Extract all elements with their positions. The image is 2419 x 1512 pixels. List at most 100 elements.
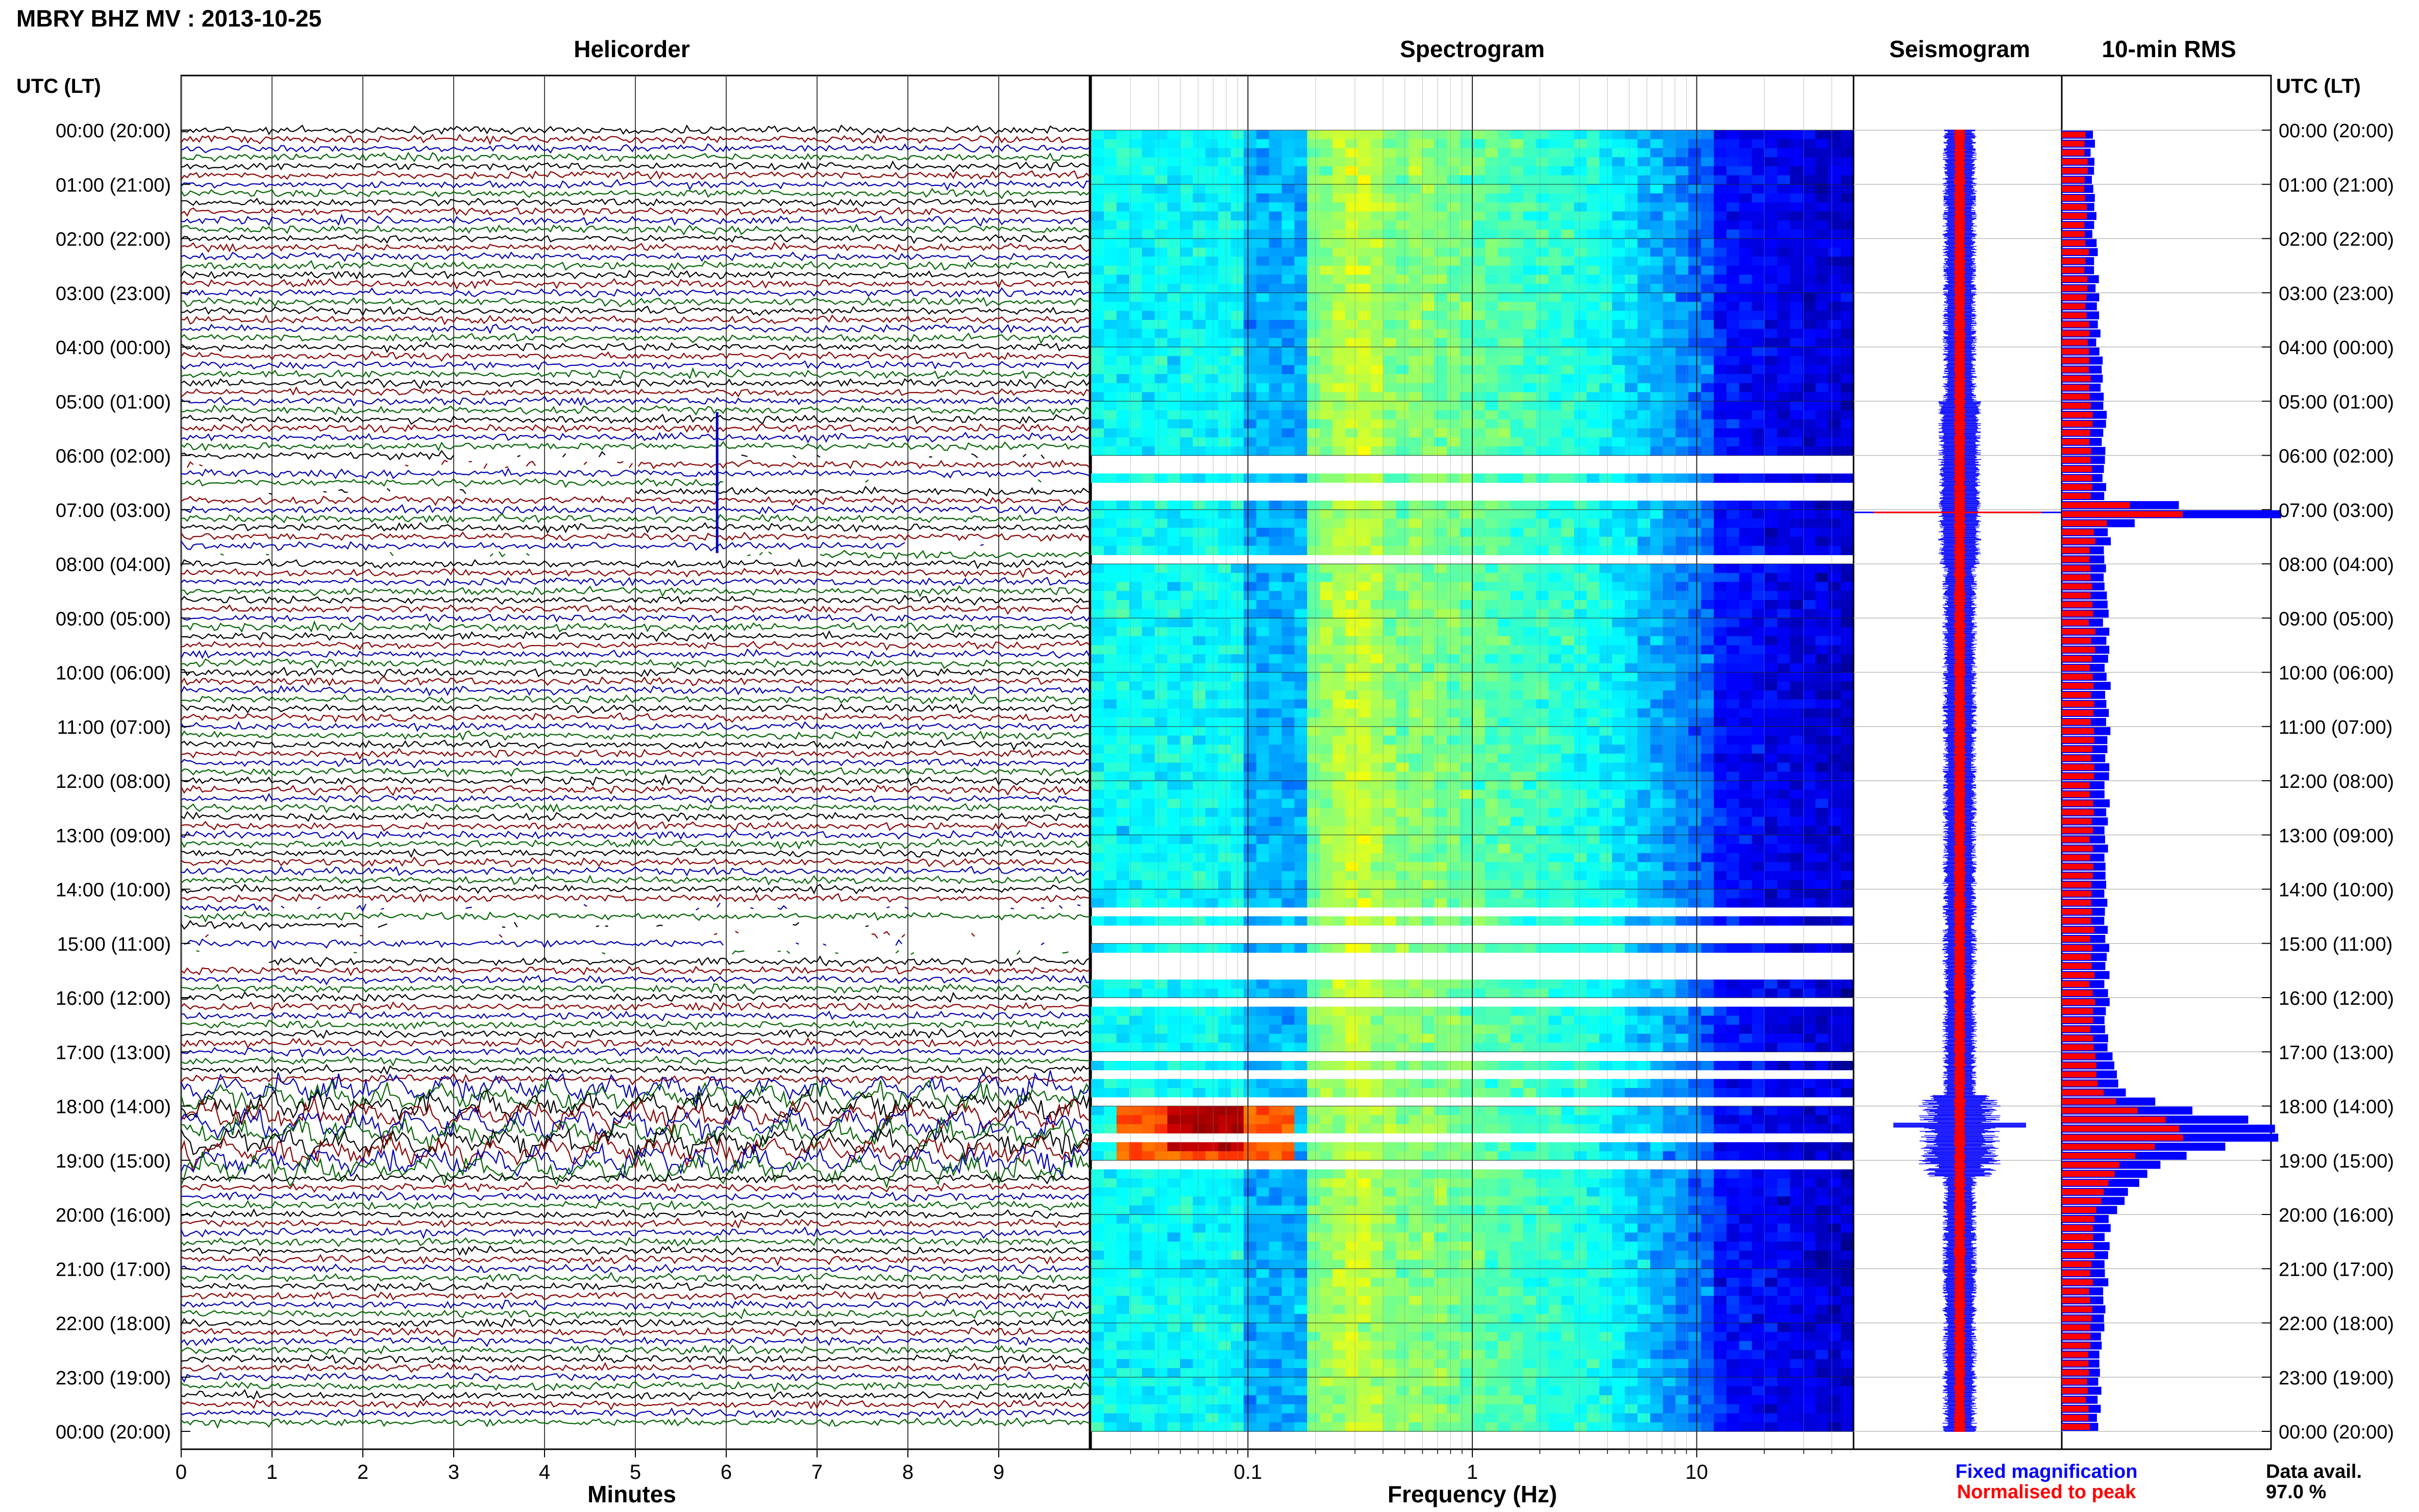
spectrogram-cell [1650, 211, 1664, 221]
spectrogram-cell [1218, 826, 1231, 835]
spectrogram-cell [1612, 175, 1625, 185]
spectrogram-cell [1701, 808, 1714, 817]
spectrogram-cell [1154, 374, 1168, 384]
spectrogram-cell [1510, 717, 1524, 727]
spectrogram-cell [1243, 699, 1257, 709]
spectrogram-cell [1828, 690, 1841, 700]
spectrogram-cell [1370, 799, 1384, 808]
spectrogram-cell [1675, 473, 1689, 483]
spectrogram-cell [1434, 202, 1447, 212]
spectrogram-cell [1548, 501, 1562, 510]
spectrogram-cell [1460, 284, 1473, 293]
spectrogram-cell [1357, 753, 1371, 763]
spectrogram-cell [1561, 690, 1574, 700]
spectrogram-cell [1205, 518, 1219, 528]
spectrogram-cell [1193, 735, 1206, 745]
spectrogram-cell [1777, 871, 1791, 881]
spectrogram-cell [1536, 862, 1549, 872]
spectrogram-cell [1142, 374, 1155, 384]
spectrogram-cell [1447, 645, 1460, 655]
spectrogram-cell [1193, 582, 1206, 591]
spectrogram-cell [1281, 789, 1295, 799]
spectrogram-cell [1701, 311, 1714, 320]
spectrogram-cell [1624, 211, 1638, 221]
spectrogram-cell [1256, 473, 1270, 483]
spectrogram-cell [1637, 753, 1651, 763]
spectrogram-cell [1472, 356, 1486, 365]
spectrogram-cell [1205, 329, 1219, 338]
spectrogram-cell [1574, 636, 1587, 646]
spectrogram-cell [1574, 528, 1587, 537]
spectrogram-cell [1447, 609, 1460, 618]
spectrogram-cell [1281, 139, 1295, 148]
spectrogram-cell [1370, 609, 1384, 618]
spectrogram-cell [1675, 166, 1689, 176]
spectrogram-cell [1536, 265, 1549, 275]
spectrogram-cell [1497, 284, 1511, 293]
spectrogram-cell [1612, 338, 1625, 348]
spectrogram-cell [1332, 347, 1346, 357]
spectrogram-cell [1218, 708, 1231, 718]
spectrogram-cell [1663, 292, 1676, 303]
spectrogram-cell [1396, 826, 1410, 835]
spectrogram-cell [1548, 600, 1562, 610]
spectrogram-cell [1574, 808, 1587, 817]
spectrogram-cell [1091, 591, 1104, 601]
spectrogram-cell [1320, 220, 1333, 230]
spectrogram-cell [1637, 148, 1651, 158]
spectrogram-cell [1624, 202, 1638, 212]
seismogram-title: Seismogram [1889, 36, 2030, 62]
spectrogram-cell [1574, 220, 1587, 230]
spectrogram-cell [1650, 247, 1664, 257]
spectrogram-cell [1357, 157, 1371, 167]
spectrogram-cell [1675, 509, 1689, 519]
spectrogram-cell [1764, 193, 1778, 203]
spectrogram-cell [1726, 184, 1740, 194]
spectrogram-cell [1815, 862, 1829, 872]
spectrogram-cell [1320, 536, 1333, 547]
spectrogram-cell [1688, 564, 1701, 574]
spectrogram-cell [1777, 582, 1791, 591]
spectrogram-cell [1320, 311, 1333, 320]
spectrogram-cell [1815, 374, 1829, 384]
spectrogram-cell [1269, 690, 1282, 700]
spectrogram-cell [1485, 329, 1498, 338]
spectrogram-cell [1739, 799, 1752, 808]
spectrogram-cell [1510, 265, 1524, 275]
spectrogram-cell [1637, 735, 1651, 745]
spectrogram-cell [1434, 275, 1447, 284]
spectrogram-cell [1218, 238, 1231, 248]
spectrogram-cell [1701, 690, 1714, 700]
spectrogram-cell [1637, 238, 1651, 248]
spectrogram-cell [1269, 284, 1282, 293]
spectrogram-cell [1561, 726, 1574, 736]
spectrogram-cell [1142, 609, 1155, 618]
spectrogram-cell [1561, 546, 1574, 555]
spectrogram-cell [1243, 220, 1257, 230]
spectrogram-cell [1409, 672, 1422, 682]
spectrogram-cell [1663, 284, 1676, 293]
spectrogram-cell [1612, 437, 1625, 447]
spectrogram-cell [1777, 528, 1791, 537]
spectrogram-cell [1320, 853, 1333, 862]
spectrogram-cell [1497, 265, 1511, 275]
spectrogram-cell [1751, 238, 1765, 248]
spectrogram-cell [1485, 591, 1498, 601]
spectrogram-cell [1320, 329, 1333, 338]
spectrogram-cell [1269, 546, 1282, 555]
spectrogram-cell [1409, 889, 1422, 899]
spectrogram-cell [1828, 311, 1841, 320]
spectrogram-cell [1561, 292, 1574, 303]
spectrogram-cell [1841, 319, 1854, 330]
spectrogram-cell [1409, 799, 1422, 808]
spectrogram-cell [1688, 437, 1701, 447]
figure-title: MBRY BHZ MV : 2013-10-25 [16, 5, 322, 32]
spectrogram-cell [1409, 573, 1422, 582]
spectrogram-cell [1841, 211, 1854, 221]
spectrogram-cell [1180, 564, 1193, 574]
spectrogram-cell [1624, 139, 1638, 148]
spectrogram-cell [1510, 808, 1524, 817]
spectrogram-cell [1091, 645, 1104, 655]
spectrogram-cell [1142, 627, 1155, 637]
spectrogram-cell [1510, 392, 1524, 402]
